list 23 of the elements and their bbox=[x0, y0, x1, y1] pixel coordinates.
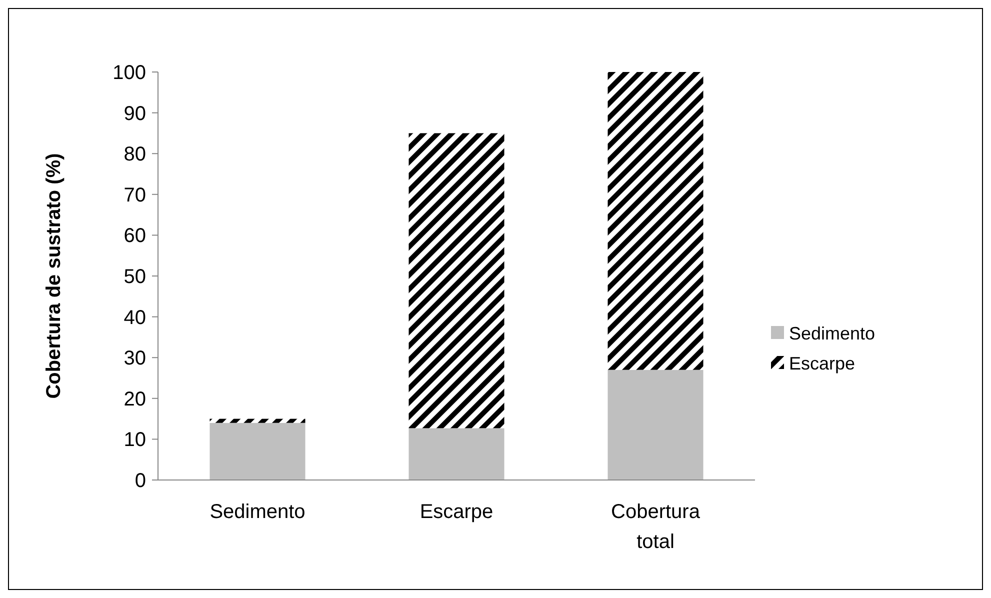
y-tick-label: 0 bbox=[134, 470, 146, 492]
y-tick-label: 100 bbox=[112, 62, 146, 84]
legend-label: Sedimento bbox=[789, 323, 876, 344]
y-tick-label: 10 bbox=[124, 429, 146, 452]
bar bbox=[608, 72, 704, 370]
y-tick-label: 30 bbox=[124, 348, 146, 370]
y-tick-label: 20 bbox=[124, 388, 146, 410]
bar bbox=[408, 133, 504, 428]
y-tick-label: 60 bbox=[124, 225, 146, 248]
x-tick-label: Sedimento bbox=[210, 501, 306, 523]
y-tick-label: 40 bbox=[124, 306, 146, 329]
bar bbox=[408, 428, 504, 480]
y-tick-label: 80 bbox=[124, 144, 146, 166]
y-tick-label: 70 bbox=[124, 184, 146, 206]
y-tick-label: 90 bbox=[124, 102, 146, 125]
bar bbox=[608, 370, 704, 480]
bar bbox=[210, 418, 306, 423]
legend-label: Escarpe bbox=[789, 353, 856, 374]
x-tick-label: Escarpe bbox=[420, 501, 494, 523]
y-tick-label: 50 bbox=[124, 266, 146, 288]
y-axis-title: Cobertura de sustrato (%) bbox=[43, 153, 65, 399]
x-tick-label: Cobertura total bbox=[611, 501, 701, 553]
bar bbox=[210, 422, 306, 480]
